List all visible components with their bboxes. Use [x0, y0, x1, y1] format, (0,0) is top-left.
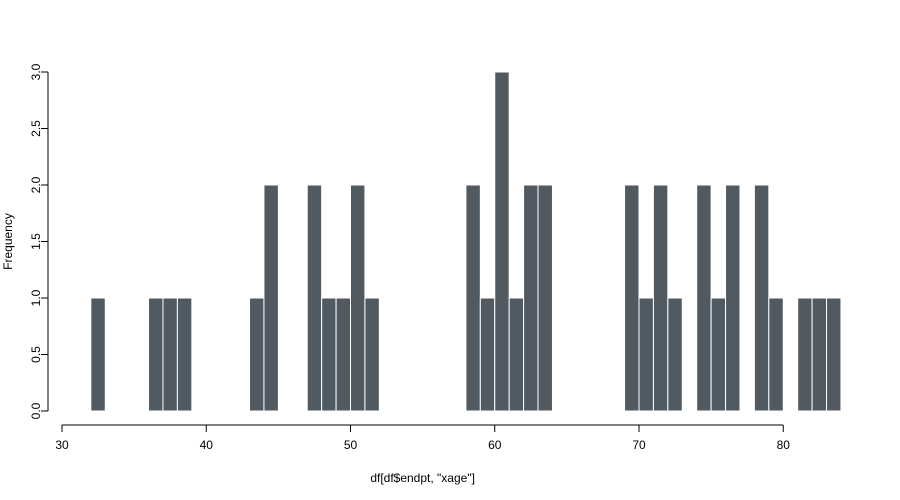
histogram-bar [90, 297, 106, 412]
histogram-bar [710, 297, 727, 412]
histogram-bar [696, 184, 712, 412]
x-tick-label: 40 [200, 438, 214, 452]
histogram-bar [725, 184, 741, 412]
histogram-bar [364, 297, 380, 412]
histogram-bar [797, 297, 813, 412]
histogram-bar [537, 184, 553, 412]
y-tick-label: 0.0 [29, 402, 43, 419]
histogram-bar [638, 297, 654, 412]
histogram-bar [263, 184, 279, 412]
histogram-bar [306, 184, 323, 412]
histogram-bar [826, 297, 842, 412]
histogram-bar [753, 184, 770, 412]
x-tick-label: 30 [55, 438, 69, 452]
histogram-bar [465, 184, 481, 412]
y-tick-label: 0.5 [29, 346, 43, 363]
x-tick-label: 50 [344, 438, 358, 452]
histogram-bar [523, 184, 539, 412]
histogram-bar [811, 297, 828, 412]
y-tick-label: 1.5 [29, 233, 43, 250]
y-axis: 0.0 0.5 1.0 1.5 2.0 2.5 3.0 [29, 63, 49, 419]
y-tick-label: 2.0 [29, 176, 43, 193]
y-tick-label: 3.0 [29, 63, 43, 80]
histogram-bars [90, 71, 842, 412]
x-axis: 30 40 50 60 70 80 [55, 424, 791, 452]
histogram-bar [508, 297, 525, 412]
histogram-bar [479, 297, 496, 412]
histogram-bar [162, 297, 178, 412]
histogram-bar [176, 297, 193, 412]
histogram-bar [249, 297, 265, 412]
histogram-bar [624, 184, 640, 412]
x-tick-label: 70 [632, 438, 646, 452]
histogram-bar [494, 71, 510, 412]
y-axis-title: Frequency [1, 213, 15, 270]
histogram-bar [148, 297, 164, 412]
x-tick-label: 80 [777, 438, 791, 452]
y-tick-label: 1.0 [29, 289, 43, 306]
histogram-bar [768, 297, 784, 412]
x-axis-title: df[df$endpt, "xage"] [370, 471, 475, 485]
histogram-bar [667, 297, 683, 412]
histogram-bar [350, 184, 366, 412]
y-tick-label: 2.5 [29, 120, 43, 137]
x-tick-label: 60 [488, 438, 502, 452]
histogram-bar [652, 184, 669, 412]
histogram-bar [321, 297, 337, 412]
histogram-bar [335, 297, 352, 412]
